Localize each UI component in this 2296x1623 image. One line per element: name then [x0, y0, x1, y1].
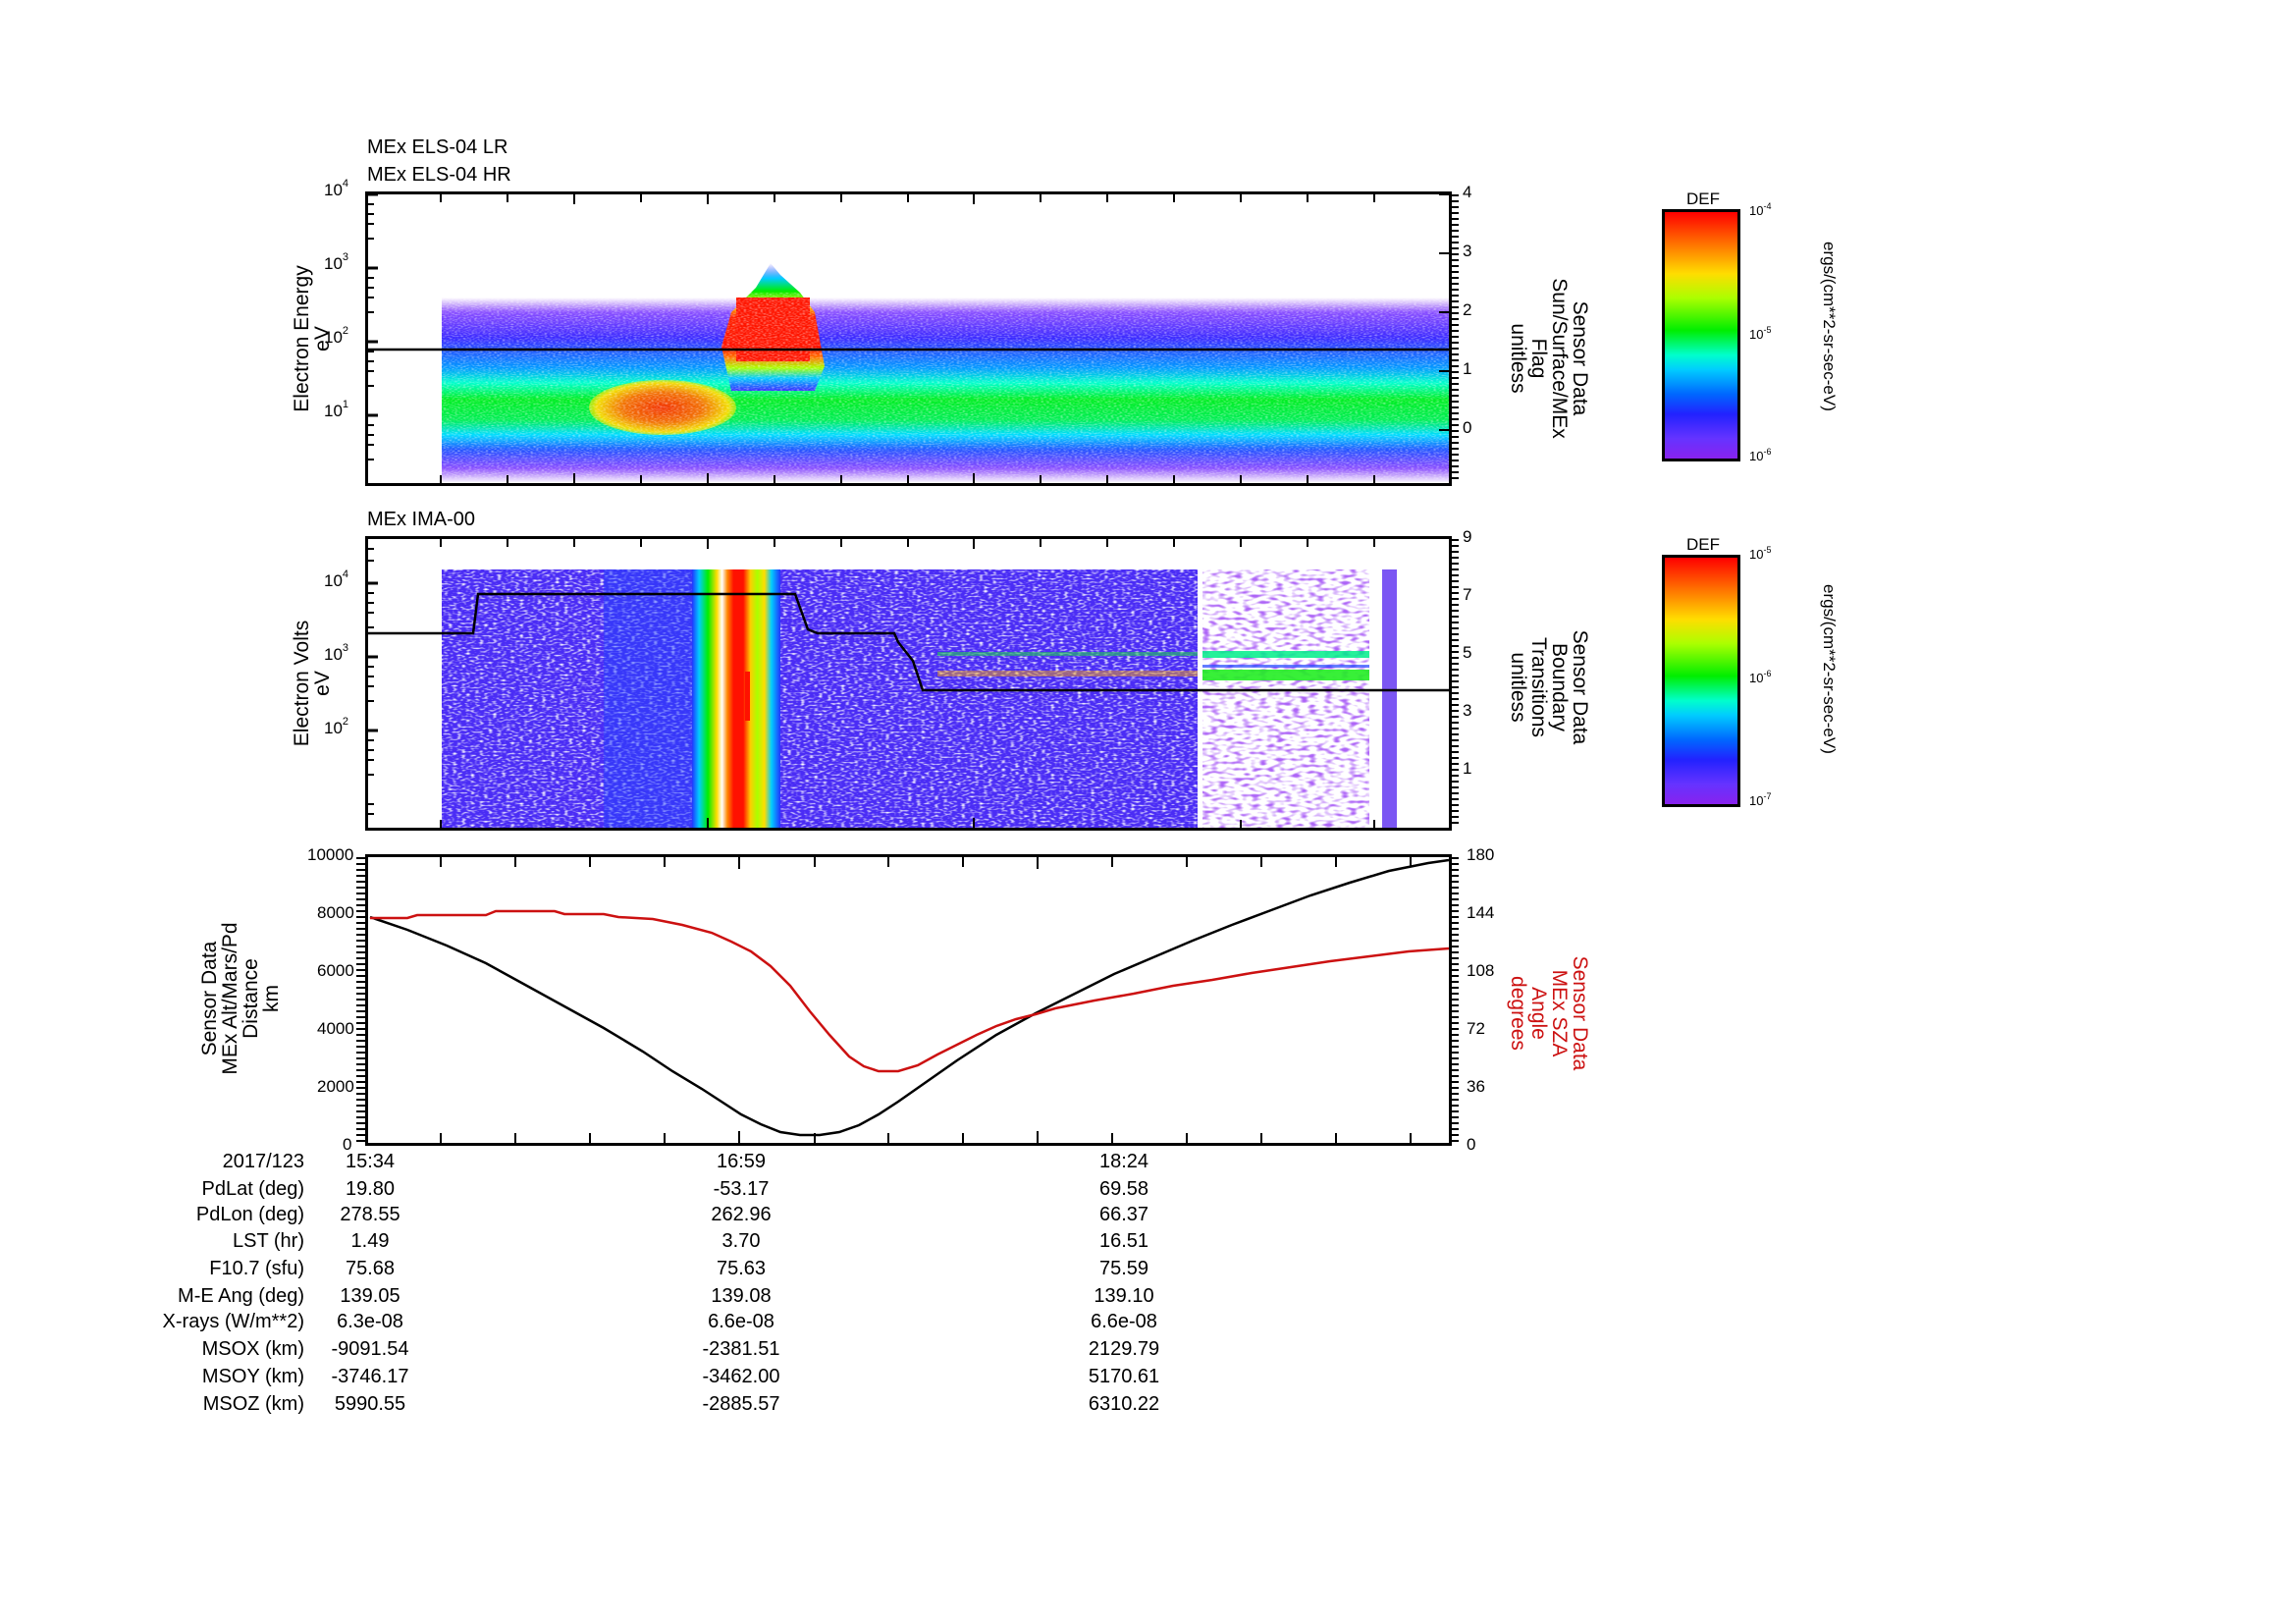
ima-spectrogram-panel [365, 536, 1459, 831]
orbit-ytick-0: 0 [343, 1135, 352, 1154]
sza-line [370, 909, 1449, 1073]
colorbar2 [1662, 555, 1740, 807]
colorbar1 [1662, 209, 1740, 461]
colorbar1-tick-mid: 10-5 [1749, 325, 1772, 342]
ima-ytick-1e4: 104 [324, 568, 349, 590]
els-ylabel: Electron Energy eV [291, 265, 334, 412]
orbit-y2tick-72: 72 [1467, 1019, 1485, 1038]
els-ytick-1e2: 102 [324, 325, 349, 347]
colorbar2-title: DEF [1686, 535, 1720, 554]
colorbar1-tick-bottom: 10-6 [1749, 447, 1772, 463]
orbit-y2tick-36: 36 [1467, 1077, 1485, 1096]
ima-spectrogram [368, 539, 1449, 828]
orbit-ytick-8000: 8000 [317, 903, 354, 922]
els-spectrogram [368, 194, 1449, 483]
els-y2tick-0: 0 [1463, 418, 1472, 437]
colorbar2-tick-mid: 10-6 [1749, 669, 1772, 685]
ima-y2label: Sensor Data Boundary Transitions unitless [1507, 629, 1591, 745]
colorbar1-title: DEF [1686, 189, 1720, 208]
els-spectrogram-panel [365, 191, 1459, 486]
orbit-line-chart [369, 857, 1449, 1143]
els-ytick-1e4: 104 [324, 178, 349, 199]
els-y2tick-2: 2 [1463, 300, 1472, 319]
orbit-ytick-4000: 4000 [317, 1019, 354, 1038]
ima-y2tick-5: 5 [1463, 643, 1472, 662]
orbit-left-axis-ticks [356, 857, 366, 1143]
panel1-title-line2: MEx ELS-04 HR [367, 164, 511, 186]
ima-y2tick-3: 3 [1463, 701, 1472, 720]
colorbar2-tick-top: 10-5 [1749, 545, 1772, 562]
els-y2tick-4: 4 [1463, 183, 1472, 201]
altitude-line [369, 858, 1449, 1137]
ima-y2tick-9: 9 [1463, 527, 1472, 546]
els-y2label: Sensor Data Sun/Surface/MEx Flag unitless [1507, 278, 1591, 439]
ima-y2tick-7: 7 [1463, 585, 1472, 604]
ima-ytick-1e2: 102 [324, 716, 349, 737]
orbit-ytick-2000: 2000 [317, 1077, 354, 1096]
orbit-ytick-6000: 6000 [317, 961, 354, 980]
orbit-y2tick-144: 144 [1467, 903, 1495, 922]
orbit-y2label: Sensor Data MEx SZA Angle degrees [1507, 955, 1591, 1071]
orbit-ylabel: Sensor Data MEx Alt/Mars/Pd Distance km [198, 922, 283, 1075]
orbit-y2tick-108: 108 [1467, 961, 1495, 980]
colorbar1-unit: ergs/(cm**2-sr-sec-eV) [1820, 242, 1839, 411]
els-y2tick-1: 1 [1463, 359, 1472, 378]
boundary-transitions-line [368, 592, 1449, 692]
panel1-title-line1: MEx ELS-04 LR [367, 136, 508, 158]
ima-right-axis-ticks [1449, 539, 1459, 828]
els-right-axis-ticks [1449, 194, 1459, 483]
orbit-line-panel [356, 854, 1459, 1146]
ima-y2tick-1: 1 [1463, 759, 1472, 778]
orbit-y2tick-0: 0 [1467, 1135, 1476, 1154]
colorbar2-tick-bottom: 10-7 [1749, 791, 1772, 808]
orbit-y2tick-180: 180 [1467, 845, 1495, 864]
ima-ytick-1e3: 103 [324, 642, 349, 664]
ima-ylabel: Electron Volts eV [291, 620, 334, 747]
orbit-ytick-10000: 10000 [307, 845, 354, 864]
els-ytick-1e3: 103 [324, 251, 349, 273]
colorbar2-unit: ergs/(cm**2-sr-sec-eV) [1820, 584, 1839, 754]
orbit-right-axis-ticks [1449, 857, 1459, 1143]
panel2-title: MEx IMA-00 [367, 509, 476, 530]
els-ytick-1e1: 101 [324, 399, 349, 420]
colorbar1-tick-top: 10-4 [1749, 201, 1772, 218]
els-y2tick-3: 3 [1463, 242, 1472, 260]
